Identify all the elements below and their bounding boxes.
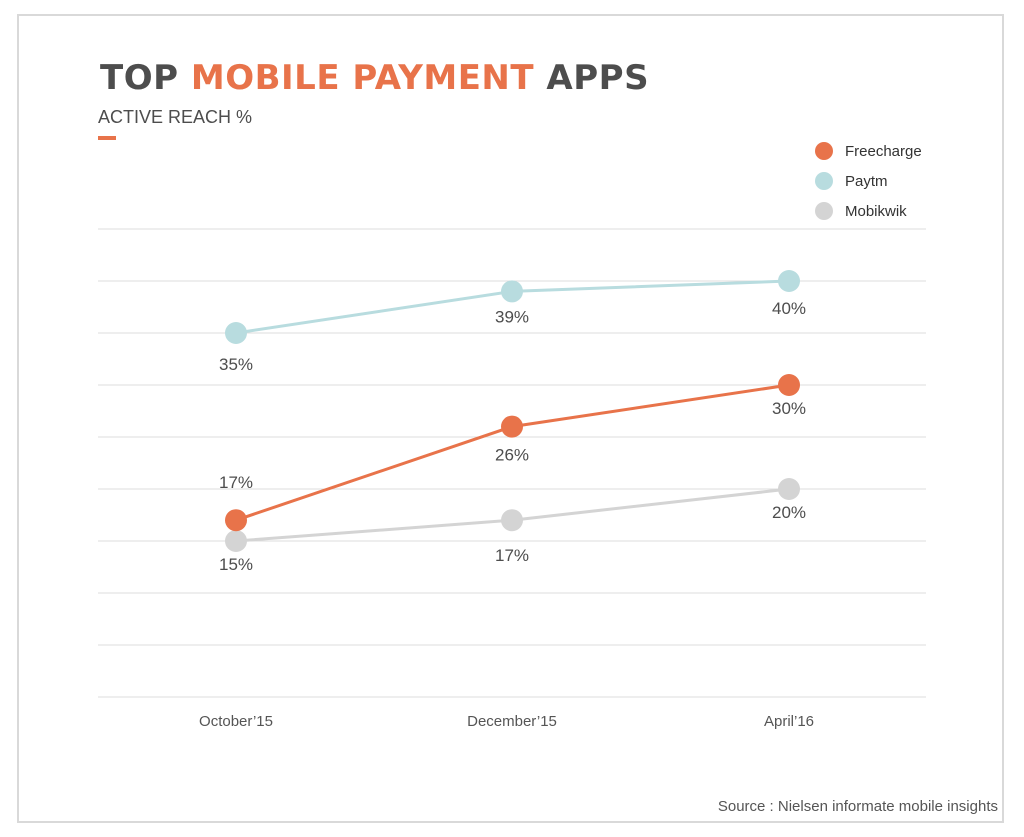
legend-item-mobikwik: Mobikwik: [815, 196, 922, 226]
legend-label-paytm: Paytm: [845, 172, 888, 190]
x-tick-label: October’15: [199, 713, 273, 730]
paytm-point: [778, 270, 800, 292]
paytm-point: [225, 322, 247, 344]
freecharge-data-label: 30%: [772, 399, 806, 418]
mobikwik-data-label: 20%: [772, 503, 806, 522]
freecharge-data-label: 26%: [495, 446, 529, 465]
freecharge-point: [225, 509, 247, 532]
freecharge-point: [501, 415, 523, 438]
mobikwik-data-label: 15%: [219, 555, 253, 574]
freecharge-point: [778, 374, 800, 396]
chart-title: TOP MOBILE PAYMENT APPS: [100, 58, 649, 98]
title-part2: APPS: [534, 58, 650, 98]
mobikwik-point: [225, 530, 247, 552]
title-accent: MOBILE PAYMENT: [190, 58, 535, 98]
chart-subtitle: ACTIVE REACH %: [98, 107, 253, 127]
paytm-data-label: 35%: [219, 355, 253, 374]
legend-swatch-mobikwik: [815, 202, 833, 220]
legend-swatch-freecharge: [815, 142, 833, 160]
mobikwik-point: [778, 478, 800, 500]
mobikwik-point: [501, 509, 523, 532]
legend-label-mobikwik: Mobikwik: [845, 202, 907, 220]
legend-swatch-paytm: [815, 172, 833, 190]
paytm-data-label: 40%: [772, 299, 806, 318]
mobikwik-data-label: 17%: [495, 546, 529, 565]
legend-label-freecharge: Freecharge: [845, 142, 922, 160]
legend-item-freecharge: Freecharge: [815, 136, 922, 166]
chart-legend: Freecharge Paytm Mobikwik: [815, 136, 922, 226]
source-note: Source : Nielsen informate mobile insigh…: [717, 798, 998, 815]
title-part1: TOP: [100, 58, 191, 98]
paytm-data-label: 39%: [495, 307, 529, 326]
freecharge-data-label: 17%: [219, 473, 253, 492]
legend-item-paytm: Paytm: [815, 166, 922, 196]
x-tick-label: April’16: [764, 713, 814, 730]
paytm-point: [501, 280, 523, 303]
x-tick-label: December’15: [467, 713, 557, 730]
title-accent-rule: [98, 136, 116, 140]
